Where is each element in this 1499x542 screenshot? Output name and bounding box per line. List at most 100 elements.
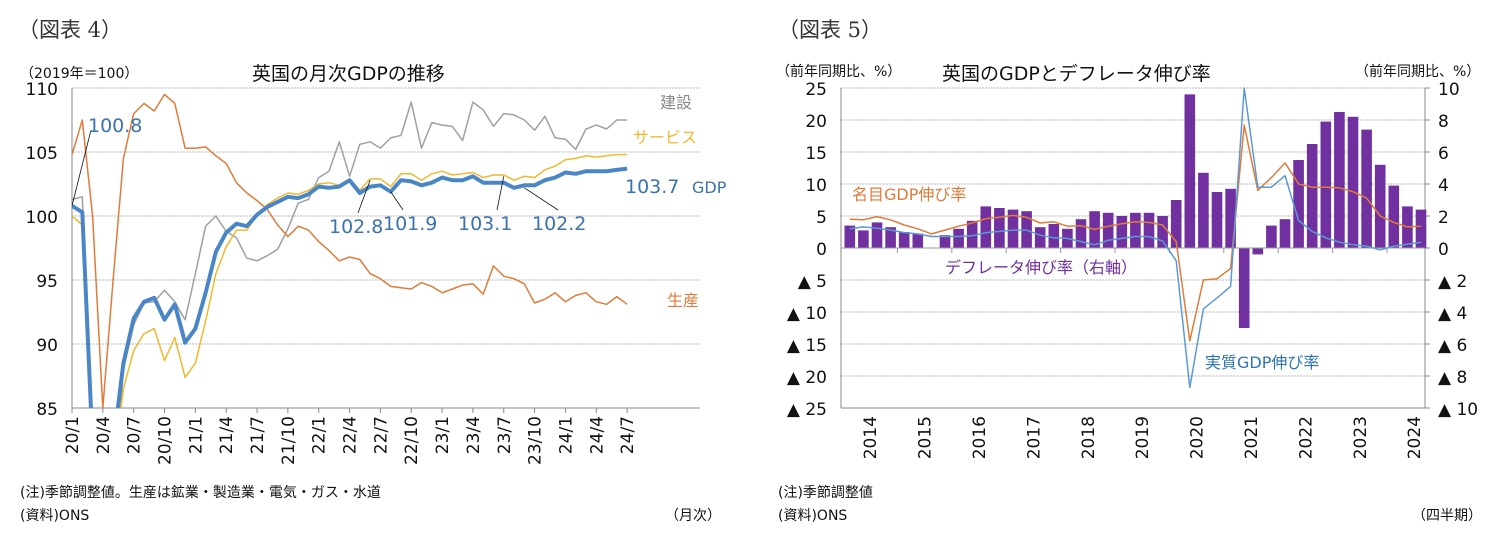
y-left-tick-label: 5	[816, 208, 827, 228]
x-tick-label: 23/7	[495, 416, 515, 454]
deflator-bar	[1306, 144, 1318, 248]
y-left-tick-label: 0	[816, 240, 827, 260]
y-left-tick-label: 10	[805, 176, 827, 196]
series-line-construction	[72, 101, 628, 408]
y-left-tick-label: 20	[805, 112, 827, 132]
chart-2-source: (資料)ONS	[778, 508, 848, 524]
y-right-tick-label: 8	[1438, 112, 1449, 132]
y-left-tick-label: ▲ 5	[798, 272, 827, 292]
deflator-bar	[871, 222, 883, 248]
series-label: 建設	[660, 93, 692, 112]
annotation-label: 101.9	[383, 213, 437, 235]
chart-2-note: (注)季節調整値	[778, 485, 873, 501]
x-tick-label: 2017	[1024, 416, 1044, 459]
deflator-bar	[1075, 219, 1087, 248]
deflator-bar	[1320, 121, 1332, 248]
deflator-bar	[912, 233, 924, 248]
x-tick-label: 22/1	[310, 416, 330, 454]
chart-1-title: 英国の月次GDPの推移	[252, 63, 445, 85]
y-right-tick-label: ▲ 8	[1438, 368, 1467, 388]
deflator-bar	[1034, 227, 1046, 248]
annotation-leader	[357, 180, 371, 214]
y-left-tick-label: ▲ 20	[787, 368, 827, 388]
series-line-production	[72, 93, 628, 408]
deflator-bar	[1102, 212, 1114, 248]
deflator-bar	[953, 228, 964, 248]
x-tick-label: 22/10	[402, 416, 422, 465]
y-left-tick-label: 15	[805, 144, 827, 164]
deflator-bar	[858, 230, 869, 248]
deflator-bar	[1225, 188, 1236, 248]
x-tick-label: 20/1	[63, 416, 83, 454]
chart-2-frequency: （四半期）	[1412, 508, 1482, 524]
deflator-bar	[1266, 225, 1277, 248]
annotation-leader	[524, 187, 559, 211]
deflator-bar	[939, 235, 951, 248]
y-left-tick-label: ▲ 25	[787, 400, 827, 420]
x-tick-label: 21/1	[186, 416, 206, 454]
x-tick-label: 20/10	[156, 416, 176, 465]
deflator-bar	[844, 225, 856, 248]
y-tick-label: 110	[26, 80, 58, 100]
annotation-label: 102.2	[532, 213, 586, 235]
chart-1-y-unit: （2019年＝100）	[20, 66, 139, 82]
deflator-bar	[980, 206, 992, 248]
deflator-bar	[1170, 200, 1182, 248]
deflator-bar	[994, 208, 1005, 248]
deflator-bar	[1238, 248, 1250, 328]
x-tick-label: 2018	[1079, 416, 1099, 459]
y-right-tick-label: 6	[1438, 144, 1449, 164]
deflator-bar	[1007, 209, 1019, 248]
x-tick-label: 23/10	[526, 416, 546, 465]
series-label: GDP	[692, 178, 727, 197]
x-tick-label: 2015	[916, 416, 936, 459]
x-tick-label: 2020	[1188, 416, 1208, 459]
y-tick-label: 85	[36, 400, 58, 420]
y-tick-label: 100	[26, 208, 58, 228]
x-tick-label: 2023	[1351, 416, 1371, 459]
deflator-bar	[1143, 212, 1155, 248]
y-right-tick-label: 4	[1438, 176, 1449, 196]
deflator-bar	[1347, 116, 1359, 248]
series-label: サービス	[633, 128, 697, 147]
y-right-tick-label: ▲ 6	[1438, 336, 1467, 356]
deflator-bar	[1116, 216, 1128, 248]
annotation-leader	[390, 191, 404, 211]
y-right-tick-label: ▲ 4	[1438, 304, 1467, 324]
y-left-tick-label: 25	[805, 80, 827, 100]
series-label: デフレータ伸び率（右軸）	[945, 258, 1137, 277]
deflator-bar	[1130, 212, 1141, 248]
deflator-bar	[1048, 224, 1060, 248]
y-left-tick-label: ▲ 10	[787, 304, 827, 324]
deflator-bar	[885, 227, 896, 248]
y-right-tick-label: ▲ 10	[1438, 400, 1478, 420]
deflator-bar	[1293, 160, 1304, 248]
real-gdp-line	[849, 87, 1422, 389]
series-label: 生産	[667, 291, 699, 310]
annotation-label: 100.8	[88, 115, 142, 137]
deflator-bar	[1211, 192, 1223, 248]
x-tick-label: 23/1	[433, 416, 453, 454]
series-line-gdp	[72, 166, 628, 408]
x-tick-label: 2019	[1133, 416, 1153, 459]
nominal-gdp-line	[849, 124, 1422, 342]
deflator-bar	[1252, 248, 1264, 255]
chart-2-y-unit-left: （前年同期比、%）	[776, 64, 902, 80]
y-right-tick-label: 0	[1438, 240, 1449, 260]
deflator-bar	[1334, 112, 1345, 248]
x-tick-label: 21/4	[217, 416, 237, 454]
y-right-tick-label: ▲ 2	[1438, 272, 1467, 292]
x-tick-label: 20/4	[94, 416, 114, 454]
x-tick-label: 24/1	[556, 416, 576, 454]
x-tick-label: 21/10	[279, 416, 299, 465]
x-tick-label: 21/7	[248, 416, 268, 454]
x-tick-label: 2014	[861, 416, 881, 459]
x-tick-label: 20/7	[125, 416, 145, 454]
series-label: 名目GDP伸び率	[852, 185, 966, 204]
y-tick-label: 105	[26, 144, 58, 164]
chart-1-note: (注)季節調整値。生産は鉱業・製造業・電気・ガス・水道	[20, 485, 381, 501]
y-tick-label: 95	[36, 272, 58, 292]
deflator-bar	[1279, 219, 1291, 248]
